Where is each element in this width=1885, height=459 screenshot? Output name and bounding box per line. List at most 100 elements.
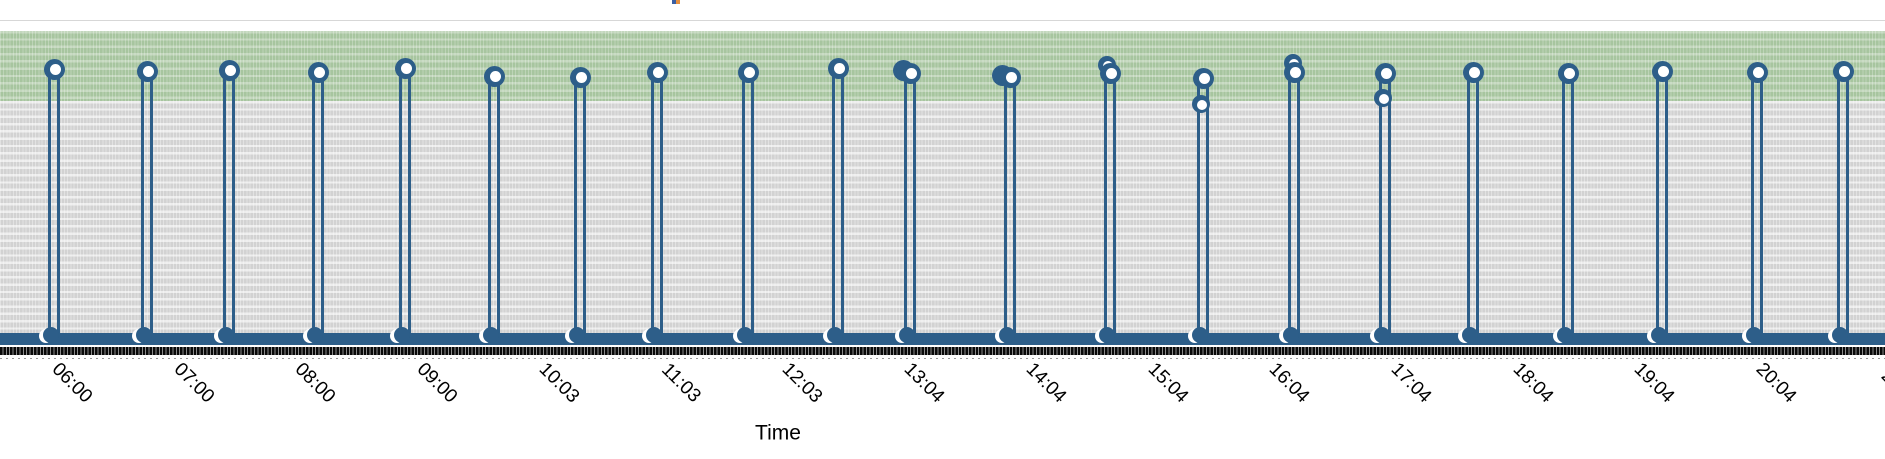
event-stem [1562,73,1566,333]
event-marker-center [1198,73,1210,84]
event-stem [912,73,916,333]
event-marker [43,58,65,80]
event-marker [394,57,416,79]
x-tick-label: 07:00 [169,358,218,408]
event-marker-center [905,68,917,79]
event-base-crescent-cover [1745,327,1762,343]
event-stem [1570,73,1574,333]
x-tick-label: 20:04 [1751,358,1801,408]
x-tick-label: 06:00 [47,358,97,408]
event-marker-center [489,71,501,82]
x-axis-title: Time [755,421,801,445]
event-base-crescent-cover [1556,327,1573,343]
event-marker-center [224,65,236,76]
event-marker [1832,60,1854,82]
x-tick-label: 08:00 [291,358,340,408]
event-base-crescent-cover [306,327,323,343]
event-marker [1192,67,1214,89]
event-stem [1288,72,1292,333]
event-marker [999,66,1021,88]
x-tick-label: 14:04 [1021,358,1071,408]
event-marker-center [142,66,154,77]
event-base-crescent-cover [135,327,152,343]
event-stem [1664,71,1668,333]
band-baseline-navy [0,333,1885,345]
x-tick-label: 18:04 [1508,358,1557,408]
event-marker-center [652,67,664,78]
event-stem [659,72,663,333]
event-base-crescent-cover [1191,327,1208,343]
event-marker-center [1657,66,1669,77]
event-marker-center [1197,99,1207,110]
event-marker [646,61,668,83]
event-stem [1012,77,1016,333]
legend-swatch-blue-fragment [672,0,676,4]
plot-top-spine [0,20,1885,21]
event-marker-open [1374,89,1392,107]
event-stem [832,68,836,333]
event-stem [141,71,145,333]
event-stem [312,72,316,333]
event-stem [1845,71,1849,333]
event-stem [407,68,411,333]
event-stem [223,70,227,333]
event-marker-center [1380,68,1392,79]
event-stem [1205,78,1209,333]
x-tick-label: 13:04 [899,358,949,408]
event-stem [1112,73,1116,333]
event-base-crescent-cover [1650,327,1667,343]
event-marker [1557,62,1579,84]
event-stem [1197,78,1201,333]
event-marker [483,65,505,87]
event-stem [651,72,655,333]
x-tick-label: 16:04 [1265,358,1314,408]
event-stem [488,76,492,333]
event-marker [136,60,158,82]
event-stem [904,73,908,333]
event-base-crescent-cover [826,327,843,343]
event-stem [1759,72,1763,333]
axis-dotted-line [0,358,1885,359]
event-stem [1296,72,1300,333]
event-marker-center [313,67,325,78]
event-base-crescent-cover [1098,327,1115,343]
band-middle-gray-zone [0,101,1885,333]
event-stem [1751,72,1755,333]
event-marker [307,61,329,83]
clipped-legend-fragment [672,0,680,4]
event-base-crescent-cover [217,327,234,343]
x-tick-label: 17:04 [1386,358,1436,408]
event-base-crescent-cover [568,327,585,343]
event-marker-open [1192,95,1210,113]
event-marker [1746,61,1768,83]
event-base-crescent-cover [42,327,59,343]
event-stem [840,68,844,333]
event-stem [1656,71,1660,333]
event-stem [1004,77,1008,333]
event-base-crescent-cover [645,327,662,343]
event-marker-center [400,63,412,74]
event-base-crescent-cover [1373,327,1390,343]
event-marker-center [575,72,587,83]
event-stem [582,77,586,333]
event-marker-center [1468,67,1480,78]
event-base-crescent-cover [1831,327,1848,343]
event-marker-center [1005,72,1017,83]
event-marker [1099,62,1121,84]
x-tick-label: 15:04 [1143,358,1192,408]
event-stem [574,77,578,333]
event-stem [496,76,500,333]
event-marker [569,66,591,88]
event-marker [827,57,849,79]
event-stem [1104,73,1108,333]
event-marker-center [1752,67,1764,78]
event-stem [320,72,324,333]
event-marker-center [1379,93,1389,104]
event-marker [899,62,921,84]
event-stem [231,70,235,333]
event-marker-center [1105,68,1117,79]
event-base-crescent-cover [998,327,1015,343]
event-stem [56,69,60,333]
x-tick-label: 09:00 [412,358,462,408]
